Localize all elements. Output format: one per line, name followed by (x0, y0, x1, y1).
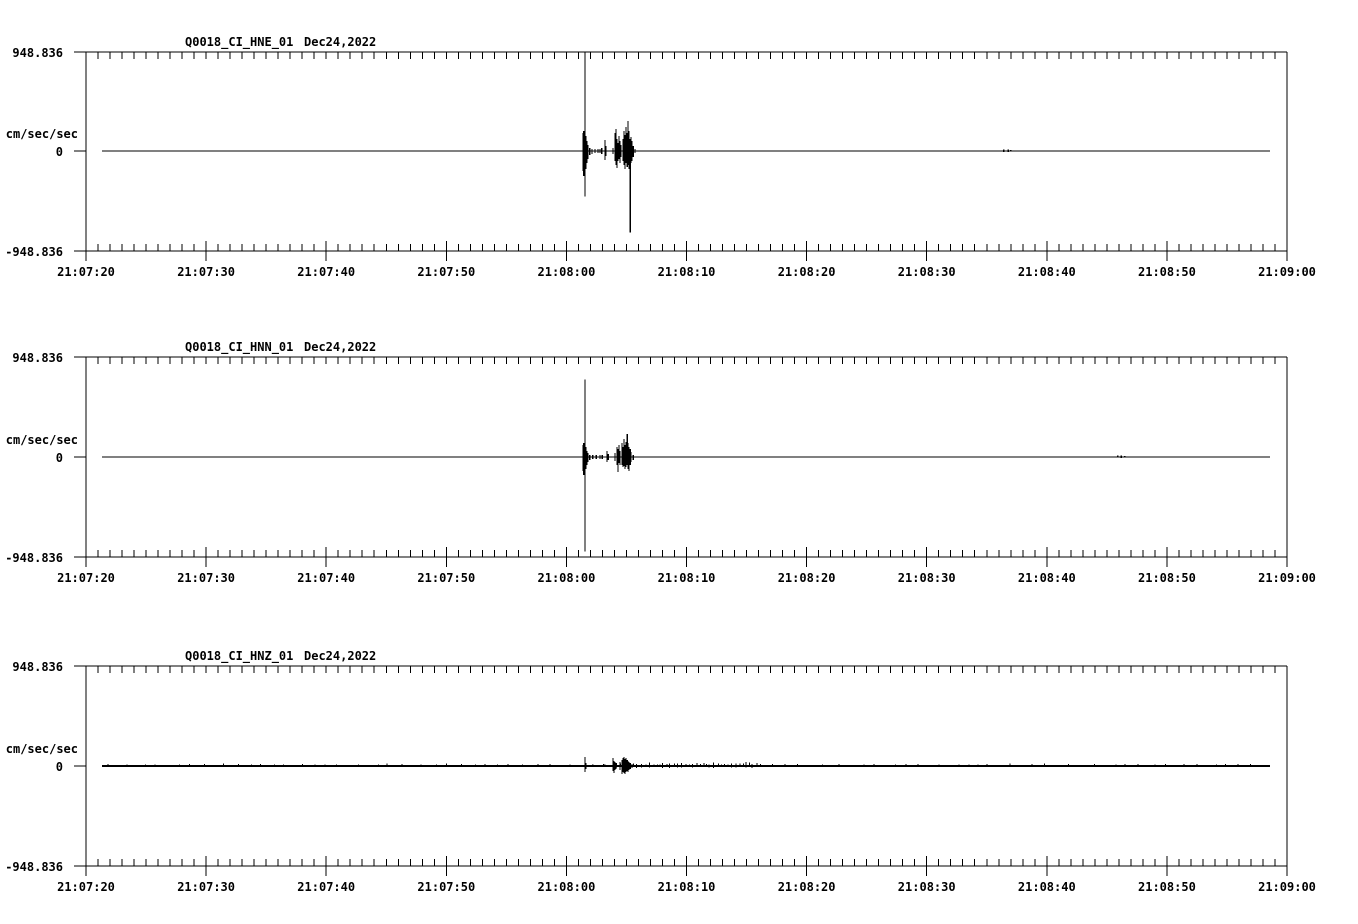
axes-frame-plot-0 (74, 51, 1288, 261)
axes-frame-plot-2 (74, 665, 1288, 876)
axes-frame-plot-1 (74, 356, 1288, 567)
waveform-trace-1 (102, 379, 1270, 552)
waveform-trace-2 (102, 757, 1270, 774)
waveform-trace-0 (102, 52, 1270, 233)
